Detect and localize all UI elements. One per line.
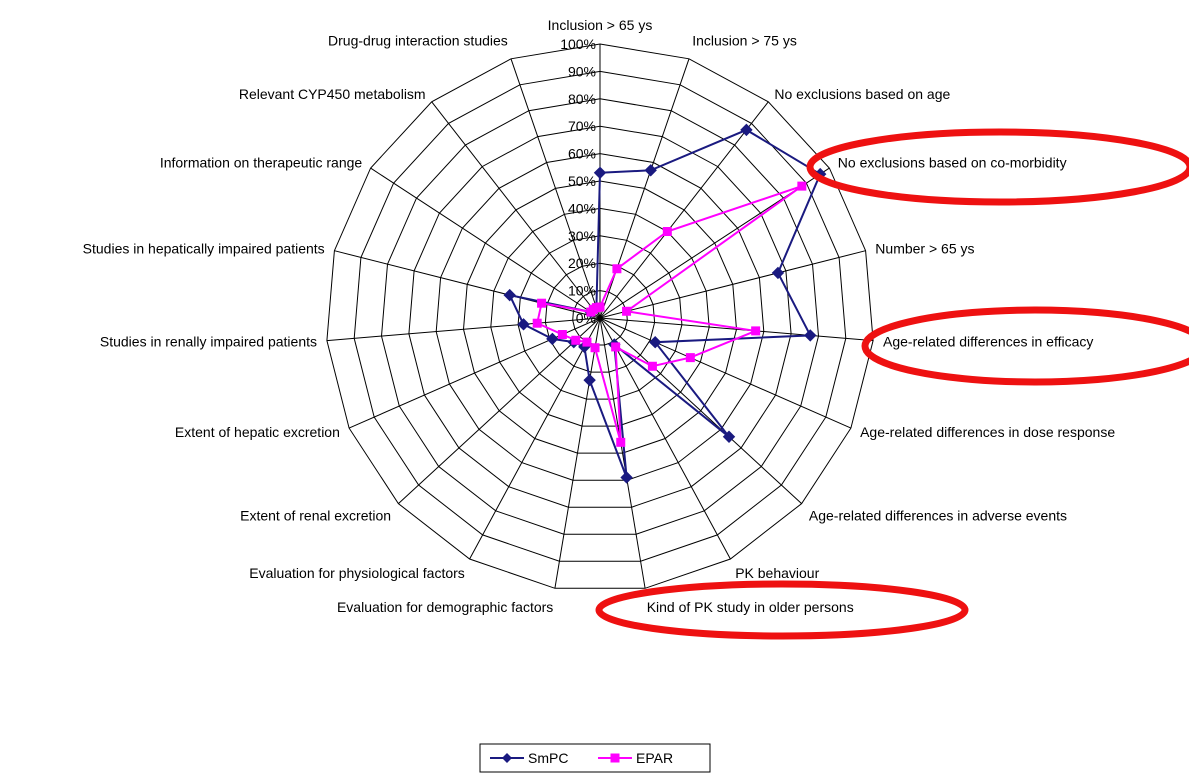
data-point bbox=[612, 264, 622, 274]
data-point bbox=[648, 336, 662, 349]
data-point bbox=[740, 123, 753, 137]
highlight-ellipse bbox=[595, 580, 969, 640]
data-point bbox=[797, 181, 807, 191]
data-point bbox=[722, 430, 736, 443]
data-point bbox=[685, 353, 695, 363]
grid-ring bbox=[544, 262, 656, 373]
category-label: Evaluation for demographic factors bbox=[337, 599, 553, 615]
tick-label: 60% bbox=[568, 146, 596, 162]
data-point bbox=[644, 164, 657, 177]
radar-grid bbox=[326, 43, 874, 589]
grid-ring bbox=[435, 153, 765, 481]
series-layer bbox=[503, 123, 827, 484]
grid-ring bbox=[462, 180, 738, 454]
tick-label: 30% bbox=[568, 228, 596, 244]
category-label: Inclusion > 65 ys bbox=[548, 17, 653, 33]
highlight-ellipse bbox=[806, 128, 1189, 206]
data-point bbox=[582, 337, 592, 347]
data-point bbox=[583, 373, 596, 387]
data-point bbox=[804, 329, 817, 342]
data-point bbox=[647, 361, 657, 371]
spoke bbox=[599, 317, 874, 342]
data-point bbox=[571, 335, 581, 345]
tick-label: 70% bbox=[568, 118, 596, 134]
highlight-ellipse bbox=[861, 306, 1189, 386]
data-point bbox=[590, 343, 600, 353]
category-label: Inclusion > 75 ys bbox=[692, 32, 797, 48]
category-label: Age-related differences in adverse event… bbox=[809, 507, 1067, 523]
spoke bbox=[599, 101, 769, 319]
spoke bbox=[554, 317, 601, 589]
data-point bbox=[546, 332, 559, 346]
category-label: Age-related differences in efficacy bbox=[883, 334, 1093, 350]
category-label: Drug-drug interaction studies bbox=[328, 32, 508, 48]
spoke bbox=[599, 317, 852, 429]
highlight-annotations bbox=[595, 128, 1189, 640]
tick-label: 80% bbox=[568, 91, 596, 107]
spoke bbox=[599, 317, 646, 589]
tick-label: 50% bbox=[568, 173, 596, 189]
category-label: Age-related differences in dose response bbox=[860, 424, 1115, 440]
series-line bbox=[536, 185, 803, 443]
category-label: Information on therapeutic range bbox=[160, 155, 363, 171]
grid-ring bbox=[380, 98, 820, 535]
spoke bbox=[431, 101, 601, 319]
spoke bbox=[326, 317, 601, 342]
data-point bbox=[620, 471, 633, 484]
data-point bbox=[591, 303, 601, 313]
category-label: Number > 65 ys bbox=[875, 240, 974, 256]
data-point bbox=[771, 266, 785, 280]
data-point bbox=[611, 342, 621, 352]
data-point bbox=[517, 318, 530, 331]
legend-marker bbox=[610, 753, 620, 763]
category-label: Studies in renally impaired patients bbox=[100, 334, 317, 350]
tick-label: 20% bbox=[568, 255, 596, 271]
spoke bbox=[334, 250, 601, 319]
spoke bbox=[599, 317, 731, 560]
series-line bbox=[507, 128, 822, 478]
tick-label: 10% bbox=[568, 283, 596, 299]
category-label: Kind of PK study in older persons bbox=[647, 599, 854, 615]
grid-ring bbox=[408, 125, 792, 508]
data-point bbox=[662, 227, 672, 237]
spoke bbox=[599, 250, 866, 319]
spoke bbox=[599, 317, 802, 504]
category-label: Studies in hepatically impaired patients bbox=[83, 240, 325, 256]
data-point bbox=[593, 166, 607, 179]
category-labels: Inclusion > 65 ys Inclusion > 75 ys No exc… bbox=[83, 17, 1116, 615]
category-label: PK behaviour bbox=[735, 565, 819, 581]
spoke bbox=[510, 58, 601, 319]
spoke bbox=[469, 317, 601, 560]
category-label: Evaluation for physiological factors bbox=[249, 565, 465, 581]
tick-label: 40% bbox=[568, 200, 596, 216]
data-point bbox=[751, 326, 761, 336]
category-label: Extent of hepatic excretion bbox=[175, 424, 340, 440]
tick-label: 90% bbox=[568, 63, 596, 79]
data-point bbox=[622, 306, 632, 316]
category-label: Extent of renal excretion bbox=[240, 507, 391, 523]
legend-label: EPAR bbox=[636, 750, 673, 766]
legend-marker bbox=[502, 753, 512, 763]
legend: SmPC EPAR bbox=[479, 743, 711, 773]
data-point bbox=[557, 330, 567, 340]
grid-ring bbox=[572, 290, 628, 346]
data-point bbox=[616, 437, 626, 447]
spoke bbox=[370, 167, 601, 319]
data-point bbox=[503, 288, 516, 302]
spoke bbox=[398, 317, 601, 504]
legend-label: SmPC bbox=[528, 750, 568, 766]
grid-ring bbox=[517, 235, 683, 400]
category-label: No exclusions based on age bbox=[774, 86, 950, 102]
radar-spokes bbox=[326, 44, 874, 589]
series-epar bbox=[532, 181, 807, 447]
data-point bbox=[532, 318, 542, 328]
tick-label: 100% bbox=[560, 36, 596, 52]
data-point bbox=[537, 298, 547, 308]
category-label: Relevant CYP450 metabolism bbox=[239, 86, 426, 102]
category-label: No exclusions based on co-morbidity bbox=[838, 155, 1067, 171]
radial-tick-labels: 0%10%20%30%40%50%60%70%80%90%100% bbox=[560, 36, 596, 326]
